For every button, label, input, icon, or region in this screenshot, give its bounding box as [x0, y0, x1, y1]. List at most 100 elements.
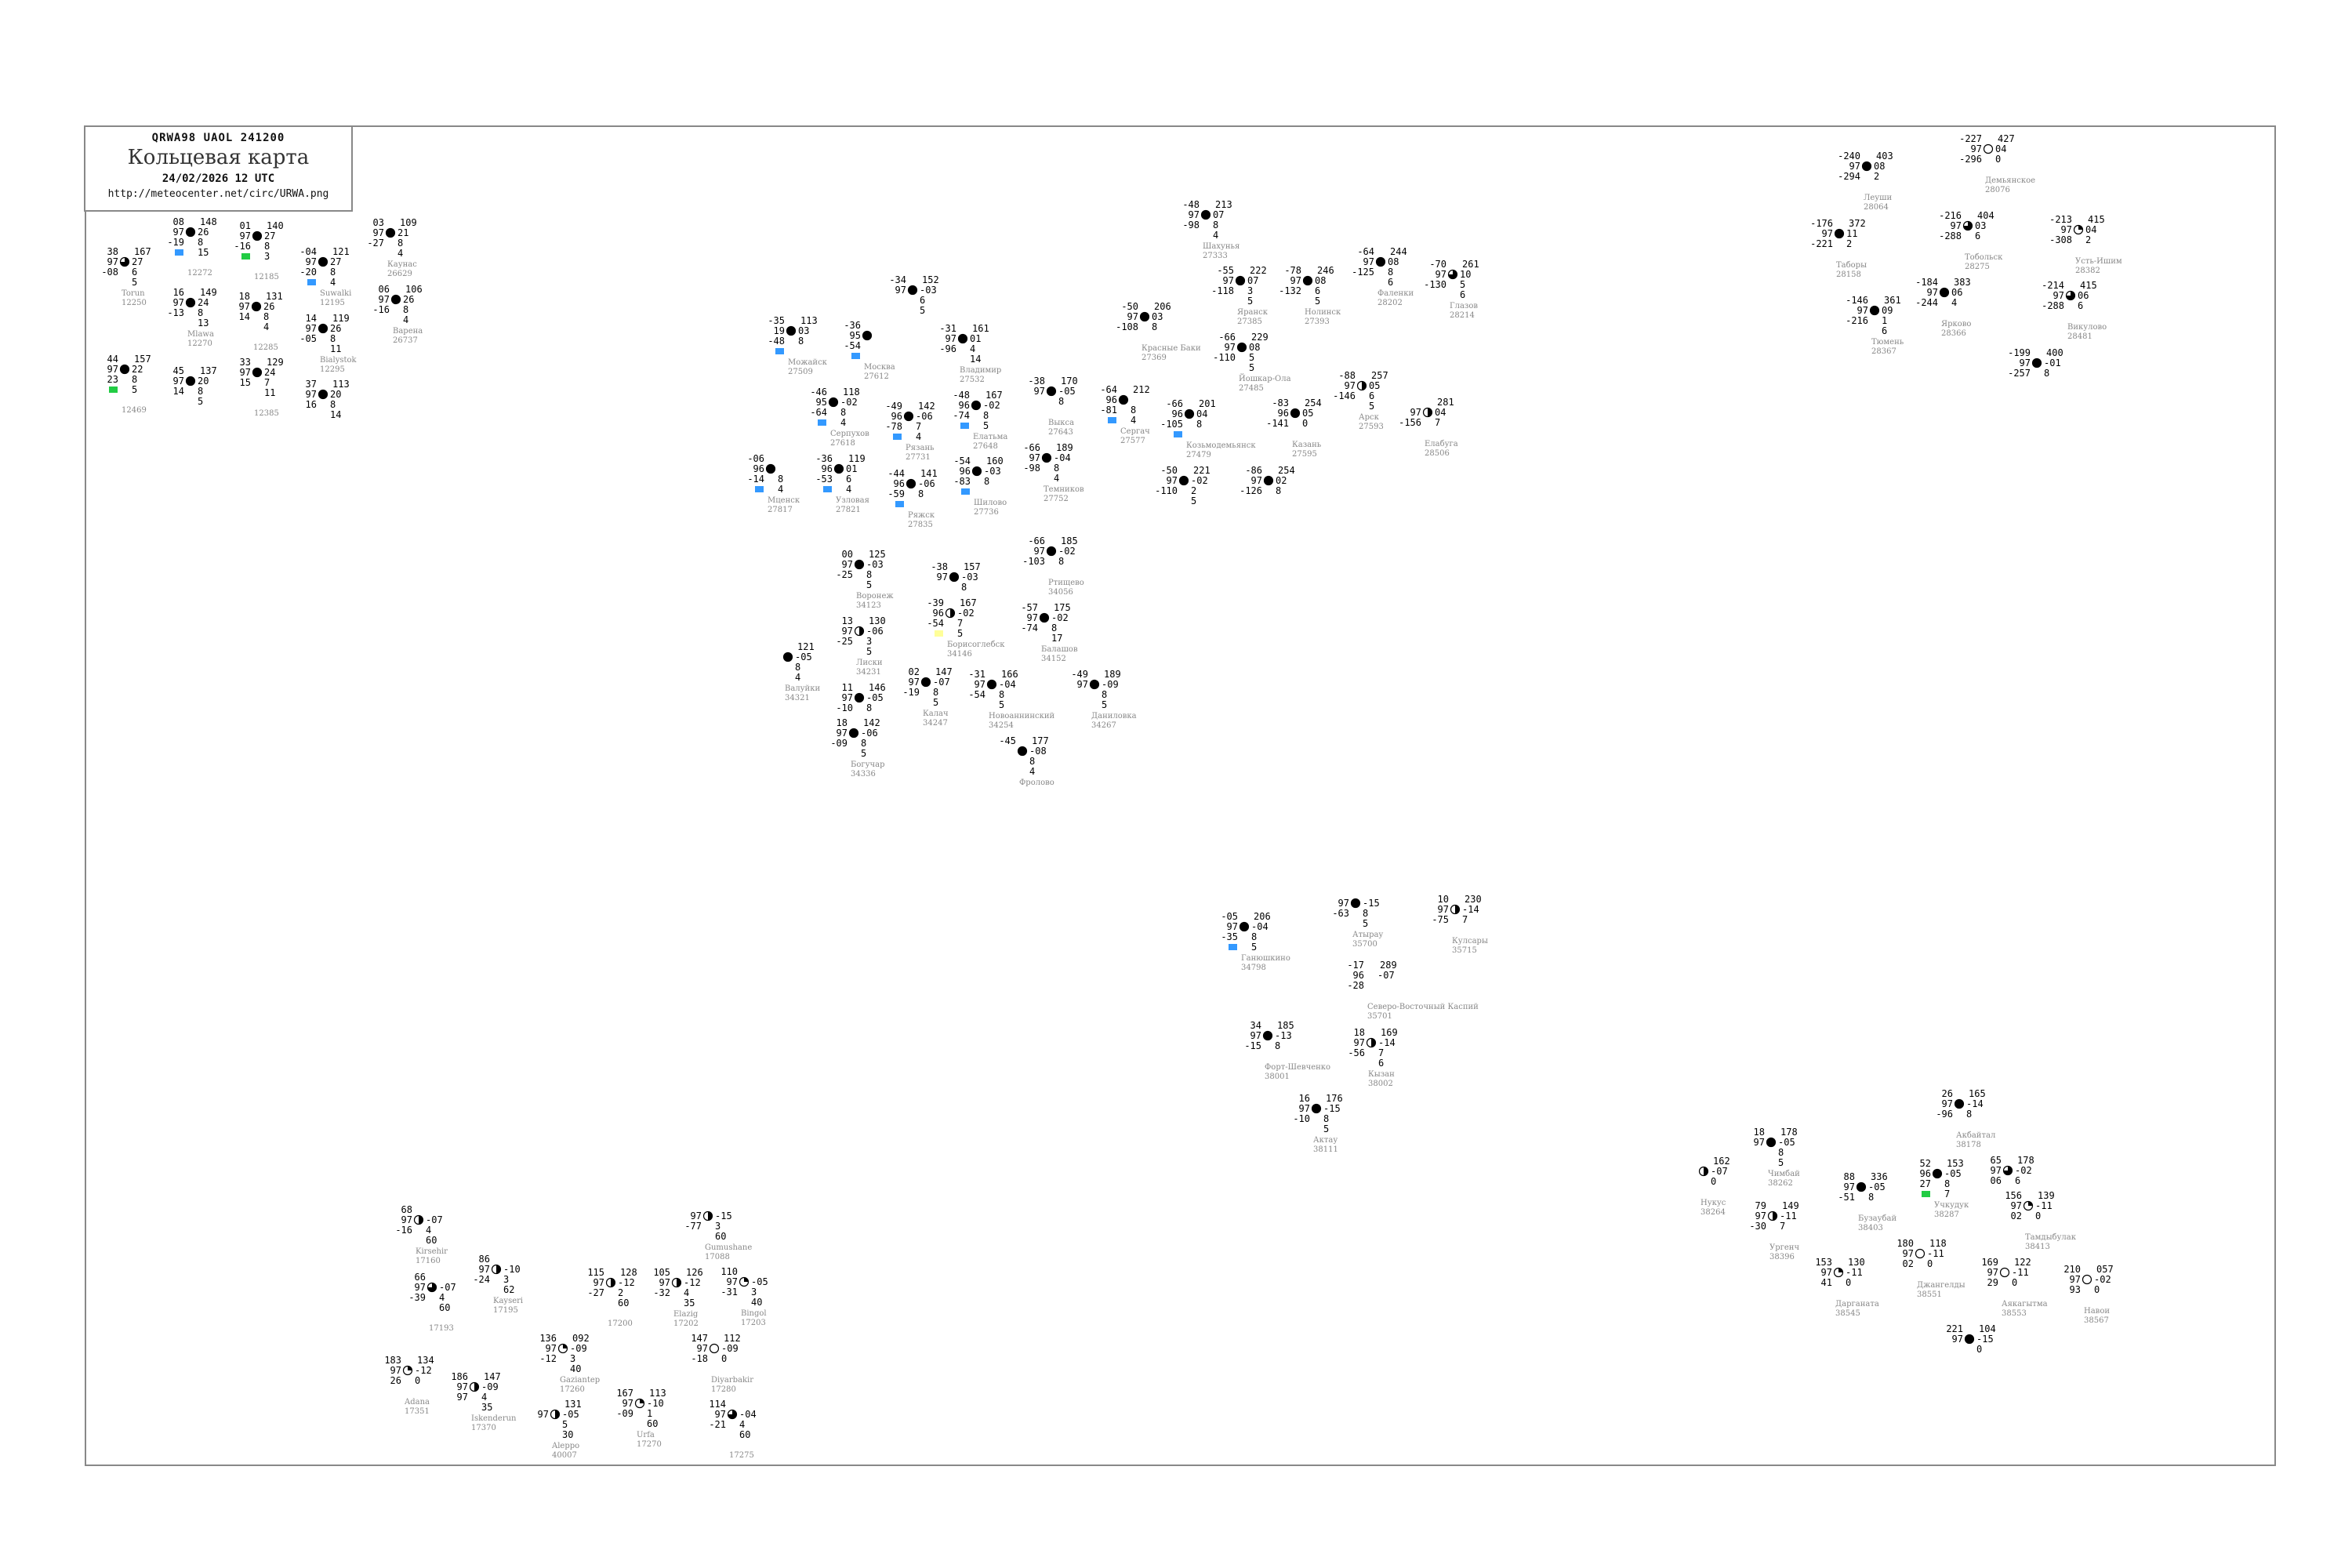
pressure-tendency-value: -06: [866, 626, 884, 637]
cloud-height-value: 6: [2015, 1175, 2021, 1186]
pressure-value: 167: [134, 246, 151, 257]
station-name: Adana: [405, 1398, 430, 1406]
station-name: Bialystok: [320, 356, 357, 365]
temperature-value: 18: [836, 717, 848, 728]
dew-point-value: -96: [939, 343, 956, 354]
dew-point-value: -83: [953, 476, 971, 487]
dew-point-value: -141: [1266, 418, 1289, 429]
visibility-value: 97: [696, 1343, 708, 1354]
station-index: 34267: [1091, 721, 1116, 730]
cloud-amount-value: 13: [198, 318, 209, 328]
visibility-value: 97: [1076, 679, 1088, 690]
dew-point-value: -118: [1211, 285, 1234, 296]
visibility-value: 97: [945, 333, 956, 344]
dew-point-value: -28: [1347, 980, 1364, 991]
station-index: 28481: [2067, 332, 2092, 341]
pressure-value: 148: [200, 216, 217, 227]
cloud-amount-value: 11: [330, 343, 342, 354]
station-index: 35701: [1367, 1012, 1392, 1021]
map-frame: [85, 125, 2276, 1466]
visibility-value: 96: [1919, 1168, 1931, 1179]
cloud-cover-icon: [1239, 921, 1250, 932]
source-url[interactable]: http://meteocenter.net/circ/URWA.png: [107, 188, 329, 200]
temperature-value: -49: [885, 401, 902, 412]
station-name: Джангелды: [1917, 1281, 1965, 1290]
dew-point-value: -74: [953, 410, 970, 421]
cloud-cover-icon: [2002, 1165, 2013, 1176]
station-index: 27532: [960, 376, 985, 384]
station-name: Рязань: [906, 444, 935, 452]
cloud-height-value: 8: [1058, 396, 1065, 407]
pressure-value: 121: [332, 246, 350, 257]
station-name: Йошкар-Ола: [1239, 375, 1291, 383]
visibility-value: 97: [1344, 380, 1356, 391]
cloud-cover-icon: [1422, 407, 1433, 418]
visibility-value: 97: [2053, 290, 2064, 301]
cloud-height-value: 8: [330, 267, 336, 278]
visibility-value: 96: [1171, 408, 1183, 419]
temperature-value: 02: [908, 666, 920, 677]
visibility-value: 97: [305, 323, 317, 334]
cloud-height-value: 8: [132, 374, 138, 385]
green-marker: [1922, 1191, 1930, 1197]
blue-marker: [307, 279, 316, 285]
pressure-tendency-value: -05: [751, 1276, 768, 1287]
visibility-value: 97: [107, 364, 118, 375]
blue-marker: [960, 423, 969, 429]
cloud-height-value: 8: [397, 238, 404, 249]
temperature-value: -36: [844, 320, 861, 331]
station-index: 12272: [187, 269, 212, 278]
cloud-height-value: 2: [2085, 234, 2092, 245]
station-name: Torun: [122, 289, 145, 298]
cloud-height-value: 8: [264, 241, 270, 252]
cloud-height-value: 8: [983, 410, 989, 421]
blue-marker: [895, 501, 904, 507]
cloud-cover-icon: [1039, 612, 1050, 623]
station-index: 28076: [1985, 186, 2010, 194]
visibility-value: 97: [1950, 220, 1962, 231]
dew-point-value: -98: [1023, 463, 1040, 474]
pressure-tendency-value: -09: [481, 1381, 499, 1392]
cloud-cover-icon: [1356, 380, 1367, 391]
station-index: 28367: [1871, 347, 1896, 356]
station-name: Aleppo: [552, 1442, 580, 1450]
pressure-tendency-value: -02: [2015, 1165, 2032, 1176]
cloud-amount-value: 4: [846, 484, 852, 495]
cloud-height-value: 8: [263, 311, 270, 322]
dew-point-value: -63: [1332, 908, 1349, 919]
station-name: Северо-Восточный Каспий: [1367, 1003, 1479, 1011]
station-index: 27593: [1359, 423, 1384, 431]
cloud-amount-value: 4: [403, 314, 409, 325]
temperature-value: -83: [1272, 397, 1289, 408]
visibility-value: 97: [1437, 904, 1449, 915]
cloud-amount-value: 40: [751, 1297, 763, 1308]
pressure-value: 130: [869, 615, 886, 626]
cloud-height-value: 7: [957, 618, 964, 629]
dew-point-value: -21: [709, 1419, 726, 1430]
station-index: 27731: [906, 453, 931, 462]
visibility-value: 97: [172, 376, 184, 387]
temperature-value: 105: [653, 1267, 670, 1278]
station-name: Елабуга: [1425, 440, 1458, 448]
visibility-value: 97: [1353, 1037, 1365, 1048]
pressure-tendency-value: -15: [1323, 1103, 1341, 1114]
cloud-cover-icon: [854, 626, 865, 637]
cloud-cover-icon: [1118, 394, 1129, 405]
pressure-value: 177: [1032, 735, 1049, 746]
temperature-value: -78: [1284, 265, 1301, 276]
dew-point-value: 41: [1820, 1277, 1832, 1288]
station-name: Темников: [1044, 485, 1084, 494]
dew-point-value: -54: [927, 618, 944, 629]
cloud-height-value: 0: [415, 1375, 421, 1386]
visibility-value: 96: [893, 478, 905, 489]
pressure-tendency-value: -12: [618, 1277, 635, 1288]
pressure-tendency-value: -05: [1058, 386, 1076, 397]
cloud-height-value: 0: [1846, 1277, 1852, 1288]
cloud-height-value: 2: [618, 1287, 624, 1298]
visibility-value: 97: [1250, 475, 1262, 486]
pressure-value: 137: [200, 365, 217, 376]
station-index: 28214: [1450, 311, 1475, 320]
pressure-tendency-value: 05: [1369, 380, 1381, 391]
pressure-tendency-value: -01: [2044, 358, 2061, 368]
cloud-height-value: 4: [1951, 297, 1958, 308]
